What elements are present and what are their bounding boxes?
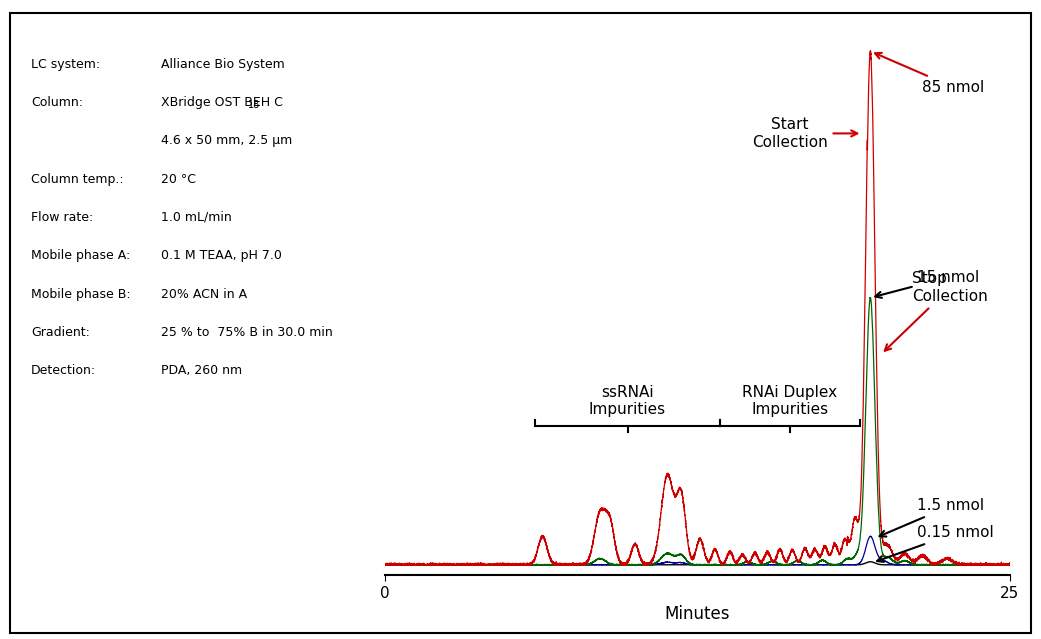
Text: XBridge OST BEH C: XBridge OST BEH C [161,96,283,109]
Text: 20% ACN in A: 20% ACN in A [161,288,248,300]
Text: Alliance Bio System: Alliance Bio System [161,58,285,70]
Text: Mobile phase B:: Mobile phase B: [31,288,131,300]
Text: 15 nmol: 15 nmol [875,270,980,298]
Text: Flow rate:: Flow rate: [31,211,94,224]
Text: ssRNAi
Impurities: ssRNAi Impurities [589,385,666,417]
Text: Start
Collection: Start Collection [752,117,857,150]
Text: LC system:: LC system: [31,58,100,70]
Text: 85 nmol: 85 nmol [875,53,985,95]
Text: Detection:: Detection: [31,364,97,377]
Text: 0.1 M TEAA, pH 7.0: 0.1 M TEAA, pH 7.0 [161,249,282,262]
Text: 25 % to  75% B in 30.0 min: 25 % to 75% B in 30.0 min [161,326,333,339]
Text: 1.5 nmol: 1.5 nmol [880,498,985,537]
Text: 20 °C: 20 °C [161,173,197,185]
Text: 18: 18 [248,100,260,111]
Text: PDA, 260 nm: PDA, 260 nm [161,364,243,377]
Text: Stop
Collection: Stop Collection [885,272,988,351]
Text: Gradient:: Gradient: [31,326,91,339]
Text: 4.6 x 50 mm, 2.5 μm: 4.6 x 50 mm, 2.5 μm [161,134,293,147]
X-axis label: Minutes: Minutes [665,604,730,622]
Text: RNAi Duplex
Impurities: RNAi Duplex Impurities [742,385,837,417]
Text: Mobile phase A:: Mobile phase A: [31,249,130,262]
Text: 0.15 nmol: 0.15 nmol [878,525,994,562]
Text: 1.0 mL/min: 1.0 mL/min [161,211,232,224]
Text: Column temp.:: Column temp.: [31,173,124,185]
Text: Column:: Column: [31,96,83,109]
